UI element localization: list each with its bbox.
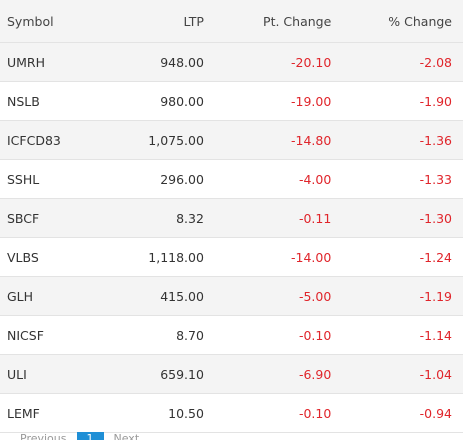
table-row[interactable]: GLH 415.00 -5.00 -1.19	[0, 276, 463, 316]
symbol-cell: VLBS	[0, 237, 107, 277]
value-cell: -0.10	[214, 315, 343, 355]
value-cell: 948.00	[106, 42, 215, 82]
value-cell: 980.00	[106, 81, 215, 121]
value-cell: -1.04	[342, 354, 463, 394]
value-cell: -4.00	[214, 159, 343, 199]
symbol-cell: ICFCD83	[0, 120, 107, 160]
table-row[interactable]: ICFCD83 1,075.00 -14.80 -1.36	[0, 120, 463, 160]
value-cell: 1,075.00	[106, 120, 215, 160]
value-cell: -6.90	[214, 354, 343, 394]
table-body: UMRH 948.00 -20.10 -2.08 NSLB 980.00 -19.00 -1.…	[0, 42, 463, 433]
value-cell: -0.10	[214, 393, 343, 433]
table-row[interactable]: VLBS 1,118.00 -14.00 -1.24	[0, 237, 463, 277]
page-button[interactable]: 1	[76, 432, 104, 440]
symbol-cell: GLH	[0, 276, 107, 316]
symbol-cell: LEMF	[0, 393, 107, 433]
symbol-cell: ULI	[0, 354, 107, 394]
value-cell: -1.30	[342, 198, 463, 238]
table-row[interactable]: NSLB 980.00 -19.00 -1.90	[0, 81, 463, 121]
column-header[interactable]: Pt. Change	[214, 0, 343, 43]
value-cell: 415.00	[106, 276, 215, 316]
value-cell: -1.33	[342, 159, 463, 199]
value-cell: -1.24	[342, 237, 463, 277]
column-header[interactable]: Symbol	[0, 0, 107, 43]
symbol-cell: NICSF	[0, 315, 107, 355]
value-cell: -0.94	[342, 393, 463, 433]
symbol-cell: SSHL	[0, 159, 107, 199]
value-cell: -14.00	[214, 237, 343, 277]
header-row: Symbol LTP Pt. Change% Change	[0, 0, 463, 43]
gainers-table: Symbol LTP Pt. Change% Change UMRH 948.00 -2…	[0, 0, 463, 433]
value-cell: -1.19	[342, 276, 463, 316]
table-row[interactable]: UMRH 948.00 -20.10 -2.08	[0, 42, 463, 82]
value-cell: 296.00	[106, 159, 215, 199]
value-cell: 1,118.00	[106, 237, 215, 277]
table-row[interactable]: LEMF 10.50 -0.10 -0.94	[0, 393, 463, 433]
value-cell: -1.14	[342, 315, 463, 355]
table-row[interactable]: SBCF 8.32 -0.11 -1.30	[0, 198, 463, 238]
table-row[interactable]: ULI 659.10 -6.90 -1.04	[0, 354, 463, 394]
value-cell: -1.90	[342, 81, 463, 121]
value-cell: 8.70	[106, 315, 215, 355]
column-header[interactable]: LTP	[106, 0, 215, 43]
symbol-cell: NSLB	[0, 81, 107, 121]
value-cell: 10.50	[106, 393, 215, 433]
previous-button[interactable]: Previous	[20, 432, 67, 440]
page: Symbol LTP Pt. Change% Change UMRH 948.00 -2…	[0, 0, 463, 440]
value-cell: -20.10	[214, 42, 343, 82]
value-cell: -14.80	[214, 120, 343, 160]
value-cell: -19.00	[214, 81, 343, 121]
next-button[interactable]: Next	[113, 432, 140, 440]
column-header[interactable]: % Change	[342, 0, 463, 43]
value-cell: -0.11	[214, 198, 343, 238]
value-cell: -2.08	[342, 42, 463, 82]
value-cell: 8.32	[106, 198, 215, 238]
table-row[interactable]: SSHL 296.00 -4.00 -1.33	[0, 159, 463, 199]
value-cell: 659.10	[106, 354, 215, 394]
table-row[interactable]: NICSF 8.70 -0.10 -1.14	[0, 315, 463, 355]
symbol-cell: SBCF	[0, 198, 107, 238]
value-cell: -5.00	[214, 276, 343, 316]
symbol-cell: UMRH	[0, 42, 107, 82]
value-cell: -1.36	[342, 120, 463, 160]
pagination: Previous 1 Next	[20, 432, 139, 440]
